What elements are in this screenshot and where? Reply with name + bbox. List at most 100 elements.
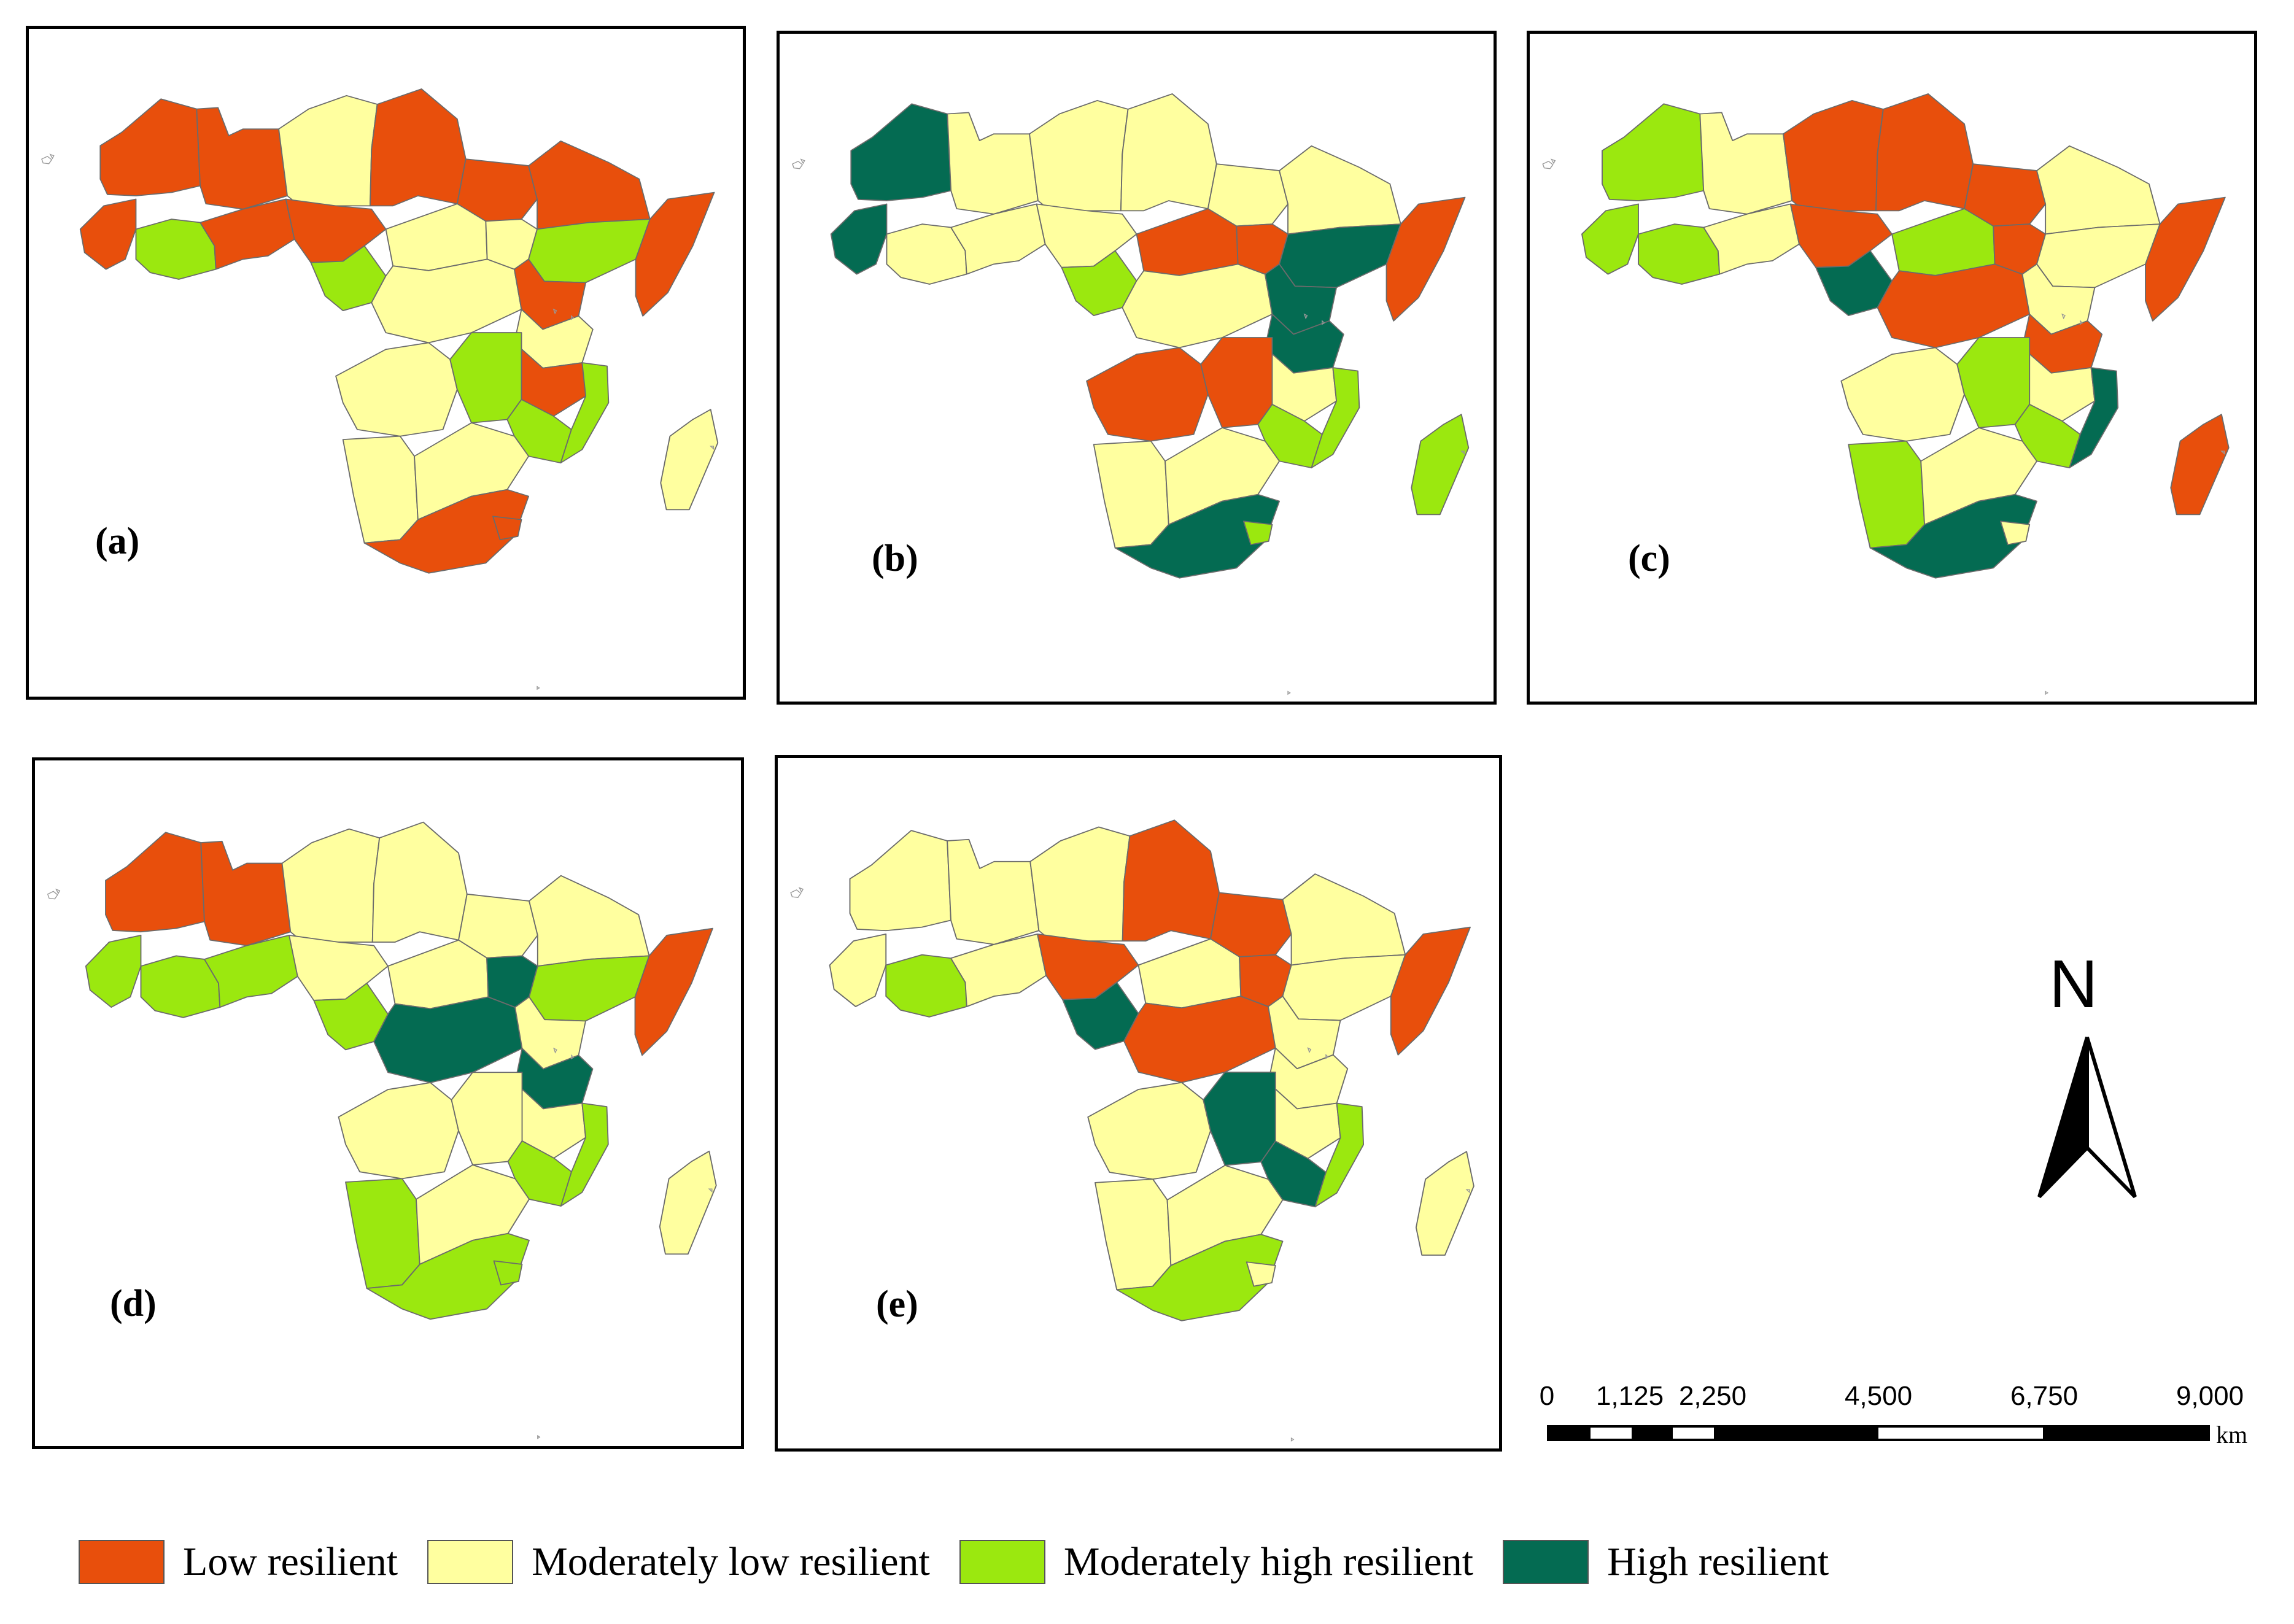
- country-region: [1385, 196, 1466, 322]
- country-region: [281, 828, 381, 946]
- country-region: [1314, 1102, 1365, 1208]
- country-region: [1415, 1151, 1474, 1256]
- country-region: [289, 934, 389, 1001]
- legend-swatch: [79, 1540, 165, 1584]
- legend-item: Moderately high resilient: [959, 1539, 1473, 1585]
- country-region: [1282, 873, 1406, 966]
- legend-item: High resilient: [1503, 1539, 1829, 1585]
- country-region: [1869, 493, 2037, 579]
- country-region: [1116, 1234, 1284, 1321]
- country-region: [1282, 954, 1406, 1021]
- country-region: [850, 103, 952, 201]
- scale-bar-track: [1547, 1425, 2210, 1441]
- country-region: [1120, 93, 1217, 212]
- country-region: [1699, 112, 1793, 215]
- country-region: [1029, 826, 1131, 945]
- country-region: [950, 203, 1046, 275]
- country-region: [338, 1082, 459, 1180]
- country-region: [385, 203, 488, 271]
- country-region: [1311, 367, 1360, 469]
- country-region: [1279, 145, 1401, 235]
- legend-swatch: [427, 1540, 514, 1584]
- scale-tick-label: 9,000: [2176, 1381, 2244, 1411]
- country-region: [829, 933, 887, 1007]
- country-region: [2145, 196, 2226, 322]
- map-panel-c: (c): [1527, 31, 2257, 705]
- country-region: [529, 875, 650, 967]
- country-region: [79, 198, 137, 270]
- country-region: [1087, 1081, 1211, 1180]
- africa-map: [792, 93, 1470, 695]
- country-region: [1703, 203, 1800, 275]
- country-region: [105, 832, 205, 933]
- legend: Low resilient Moderately low resilient Mod…: [79, 1534, 1858, 1590]
- country-region: [2036, 223, 2161, 288]
- country-region: [335, 342, 458, 437]
- country-region: [635, 191, 715, 317]
- country-region: [2069, 367, 2119, 469]
- panel-label: (b): [872, 538, 918, 579]
- legend-label: Moderately high resilient: [1063, 1539, 1474, 1584]
- country-region: [1956, 337, 2031, 428]
- country-region: [2000, 520, 2031, 546]
- country-region: [493, 1260, 523, 1286]
- country-region: [449, 332, 522, 423]
- scale-segment: [1714, 1428, 1878, 1439]
- country-region: [1840, 347, 1965, 442]
- country-region: [371, 258, 522, 344]
- country-region: [2170, 414, 2230, 516]
- map-panel-a: (a): [26, 26, 746, 700]
- country-region: [1246, 1261, 1276, 1287]
- country-region: [1029, 99, 1129, 215]
- country-region: [278, 95, 378, 210]
- scale-tick-label: 6,750: [2010, 1381, 2079, 1411]
- map-panel-b: (b): [777, 31, 1497, 705]
- country-region: [373, 996, 523, 1083]
- country-region: [369, 88, 467, 207]
- country-region: [363, 489, 530, 574]
- legend-label: Low resilient: [183, 1539, 398, 1584]
- country-region: [1093, 440, 1169, 549]
- country-region: [99, 98, 201, 196]
- scale-tick-label: 1,125: [1595, 1381, 1664, 1411]
- country-region: [200, 840, 292, 946]
- country-region: [1123, 996, 1276, 1083]
- country-region: [947, 838, 1040, 945]
- scale-tick-label: 2,250: [1678, 1381, 1747, 1411]
- legend-swatch: [1503, 1540, 1589, 1584]
- country-region: [285, 198, 387, 263]
- africa-map: [790, 819, 1474, 1442]
- north-arrow: N: [2026, 945, 2149, 1215]
- legend-label: High resilient: [1607, 1539, 1829, 1584]
- country-region: [1122, 819, 1220, 942]
- country-region: [200, 198, 295, 270]
- country-region: [451, 1072, 523, 1166]
- map-panel-e: (e): [775, 755, 1502, 1452]
- country-region: [1095, 1178, 1172, 1291]
- country-region: [634, 927, 713, 1056]
- country-region: [529, 955, 650, 1022]
- country-region: [1036, 203, 1137, 268]
- country-region: [387, 939, 489, 1010]
- country-region: [1783, 99, 1884, 215]
- country-region: [204, 934, 298, 1008]
- country-region: [1200, 337, 1273, 428]
- country-region: [947, 112, 1039, 215]
- country-region: [560, 362, 610, 464]
- country-region: [85, 934, 142, 1008]
- panel-label: (d): [110, 1283, 157, 1324]
- country-region: [1891, 208, 1996, 276]
- panel-label: (a): [95, 520, 140, 562]
- africa-map: [41, 88, 719, 690]
- map-panel-d: (d): [32, 757, 744, 1449]
- country-region: [659, 1150, 717, 1255]
- africa-map: [1542, 93, 2230, 695]
- country-region: [1203, 1071, 1276, 1166]
- country-region: [528, 218, 651, 284]
- country-region: [849, 830, 951, 932]
- country-region: [196, 107, 288, 210]
- country-region: [1390, 926, 1471, 1056]
- africa-map: [47, 821, 717, 1439]
- country-region: [1279, 223, 1401, 288]
- north-letter: N: [2049, 946, 2098, 1022]
